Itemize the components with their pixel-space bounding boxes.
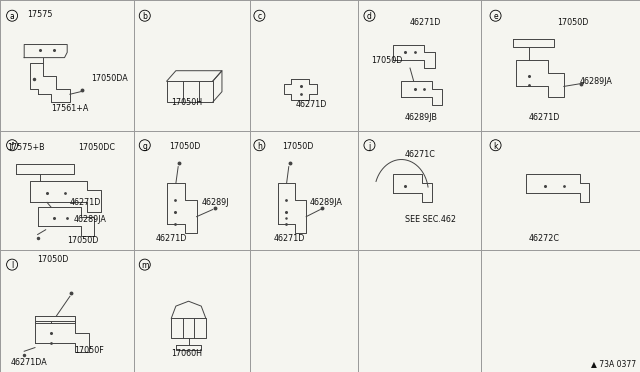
Text: e: e [493,12,498,21]
Text: l: l [11,261,13,270]
Text: a: a [10,12,15,21]
Text: 46271D: 46271D [295,100,326,109]
Circle shape [6,10,17,21]
Text: d: d [367,12,372,21]
Circle shape [490,140,501,151]
Text: 46289JB: 46289JB [405,113,438,122]
Text: h: h [257,142,262,151]
Text: 17050D: 17050D [67,236,99,245]
Circle shape [140,140,150,151]
Text: 46289JA: 46289JA [310,198,342,207]
Text: 17050D: 17050D [38,255,69,264]
Text: 46289JA: 46289JA [580,77,612,86]
Text: g: g [142,142,147,151]
Text: 46289J: 46289J [201,198,228,207]
Circle shape [6,140,17,151]
Text: 46289JA: 46289JA [74,215,107,224]
Text: 17050D: 17050D [371,56,402,65]
Text: 17050D: 17050D [169,142,200,151]
Text: 46271D: 46271D [70,198,101,207]
Text: 46271D: 46271D [155,234,186,243]
Circle shape [364,10,375,21]
Text: 46271D: 46271D [529,113,560,122]
Text: 17050D: 17050D [282,142,314,151]
Text: ▲ 73A 0377: ▲ 73A 0377 [591,359,636,368]
Text: 46271D: 46271D [410,18,442,27]
Circle shape [254,140,265,151]
Text: 46271DA: 46271DA [11,358,47,367]
Text: 17060H: 17060H [172,349,202,358]
Text: 17050D: 17050D [557,18,589,27]
Text: b: b [142,12,147,21]
Circle shape [140,259,150,270]
Text: 17575: 17575 [27,10,52,19]
Text: j: j [369,142,371,151]
Text: 17575+B: 17575+B [7,143,44,152]
Circle shape [254,10,265,21]
Text: SEE SEC.462: SEE SEC.462 [405,215,456,224]
Text: 17050DC: 17050DC [78,143,115,152]
Circle shape [490,10,501,21]
Text: 46271D: 46271D [273,234,305,243]
Text: 17050F: 17050F [74,346,104,355]
Text: k: k [493,142,498,151]
Text: 46271C: 46271C [405,150,436,159]
Text: 17050DA: 17050DA [92,74,128,83]
Circle shape [6,259,17,270]
Text: 46272C: 46272C [529,234,560,243]
Text: f: f [11,142,13,151]
Circle shape [364,140,375,151]
Text: c: c [257,12,262,21]
Text: m: m [141,261,148,270]
Text: 17050H: 17050H [172,97,202,107]
Text: 17561+A: 17561+A [51,104,88,113]
Circle shape [140,10,150,21]
